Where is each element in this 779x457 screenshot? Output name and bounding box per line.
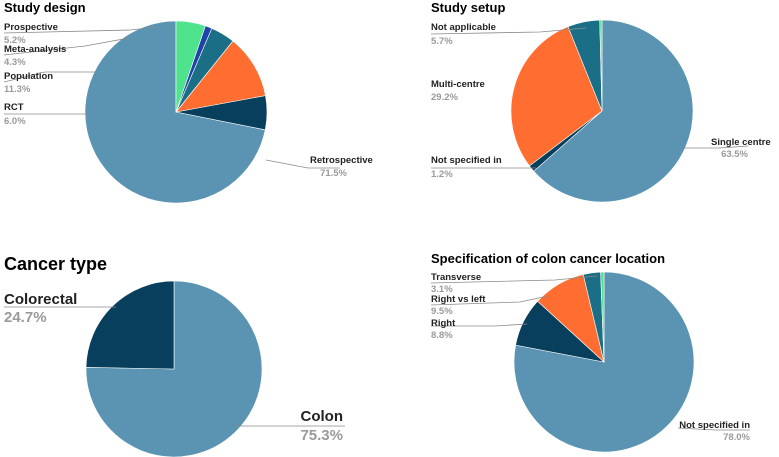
leader-meta-analysis bbox=[3, 37, 130, 56]
chart-study-setup: Study setup Single centre 63.5% Not spec… bbox=[430, 0, 771, 203]
label-population: Population bbox=[4, 71, 53, 82]
pct-not-applicable: 5.7% bbox=[431, 36, 453, 47]
label-right: Right bbox=[431, 318, 456, 329]
pct-not-specified-location: 78.0% bbox=[723, 432, 750, 443]
pct-retrospective: 71.5% bbox=[320, 168, 347, 179]
chart-title-cancer-type: Cancer type bbox=[4, 254, 107, 274]
label-colorectal: Colorectal bbox=[4, 291, 77, 308]
leader-transverse bbox=[430, 275, 598, 284]
pie-slice-prospective-5 bbox=[175, 20, 206, 113]
label-meta-analysis: Meta-analysis bbox=[4, 44, 66, 55]
pct-meta-analysis: 4.3% bbox=[4, 57, 26, 68]
label-prospective: Prospective bbox=[4, 22, 58, 33]
pct-right: 8.8% bbox=[431, 330, 453, 341]
label-rct: RCT bbox=[4, 102, 24, 113]
pie-cancer-type bbox=[85, 280, 263, 457]
chart-study-design: Study design Retrospective 71.5% RCT 6.0… bbox=[3, 0, 373, 204]
pct-population: 11.3% bbox=[4, 84, 31, 95]
pie-study-setup bbox=[510, 19, 694, 203]
pct-rct: 6.0% bbox=[4, 116, 26, 127]
chart-colon-location: Specification of colon cancer location N… bbox=[430, 251, 751, 453]
leader-not-specified-location bbox=[677, 427, 750, 431]
leader-population bbox=[3, 71, 95, 83]
pct-colon: 75.3% bbox=[300, 427, 343, 444]
pie-study-design bbox=[84, 20, 268, 204]
pie-colon-location bbox=[513, 271, 695, 453]
label-not-applicable: Not applicable bbox=[431, 22, 496, 33]
leader-right bbox=[431, 323, 528, 327]
pie-slice-unlabeled-4 bbox=[599, 19, 603, 112]
label-not-specified-setup: Not specified in bbox=[431, 155, 502, 166]
leader-single-centre bbox=[684, 145, 749, 149]
pct-prospective: 5.2% bbox=[4, 35, 26, 46]
chart-cancer-type: Cancer type Colon 75.3% Colorectal 24.7% bbox=[4, 254, 345, 457]
leader-right-vs-left bbox=[430, 295, 549, 306]
pct-multi-centre: 29.2% bbox=[431, 92, 458, 103]
chart-title-study-design: Study design bbox=[4, 0, 86, 15]
chart-title-colon-location: Specification of colon cancer location bbox=[431, 251, 665, 266]
pct-colorectal: 24.7% bbox=[4, 309, 47, 326]
label-multi-centre: Multi-centre bbox=[431, 79, 485, 90]
leader-retrospective bbox=[265, 159, 340, 169]
pie-slice-single-centre-0 bbox=[533, 19, 694, 203]
pie-slice-unlabeled-4 bbox=[600, 271, 605, 363]
leader-not-applicable bbox=[430, 27, 587, 35]
pct-right-vs-left: 9.5% bbox=[431, 306, 453, 317]
pie-slice-colorectal-1 bbox=[85, 280, 175, 370]
label-transverse: Transverse bbox=[431, 272, 481, 283]
label-right-vs-left: Right vs left bbox=[431, 294, 486, 305]
chart-title-study-setup: Study setup bbox=[431, 0, 505, 15]
pct-single-centre: 63.5% bbox=[721, 149, 748, 160]
pct-not-specified-setup: 1.2% bbox=[431, 169, 453, 180]
pie-slice-population-2 bbox=[175, 40, 266, 113]
label-retrospective: Retrospective bbox=[310, 155, 373, 166]
label-colon: Colon bbox=[301, 408, 344, 425]
label-single-centre: Single centre bbox=[711, 137, 771, 148]
pct-transverse: 3.1% bbox=[431, 284, 453, 295]
label-not-specified-location: Not specified in bbox=[679, 420, 750, 431]
leader-prospective bbox=[3, 26, 159, 34]
pie-slice-multi-centre-2 bbox=[510, 26, 603, 167]
